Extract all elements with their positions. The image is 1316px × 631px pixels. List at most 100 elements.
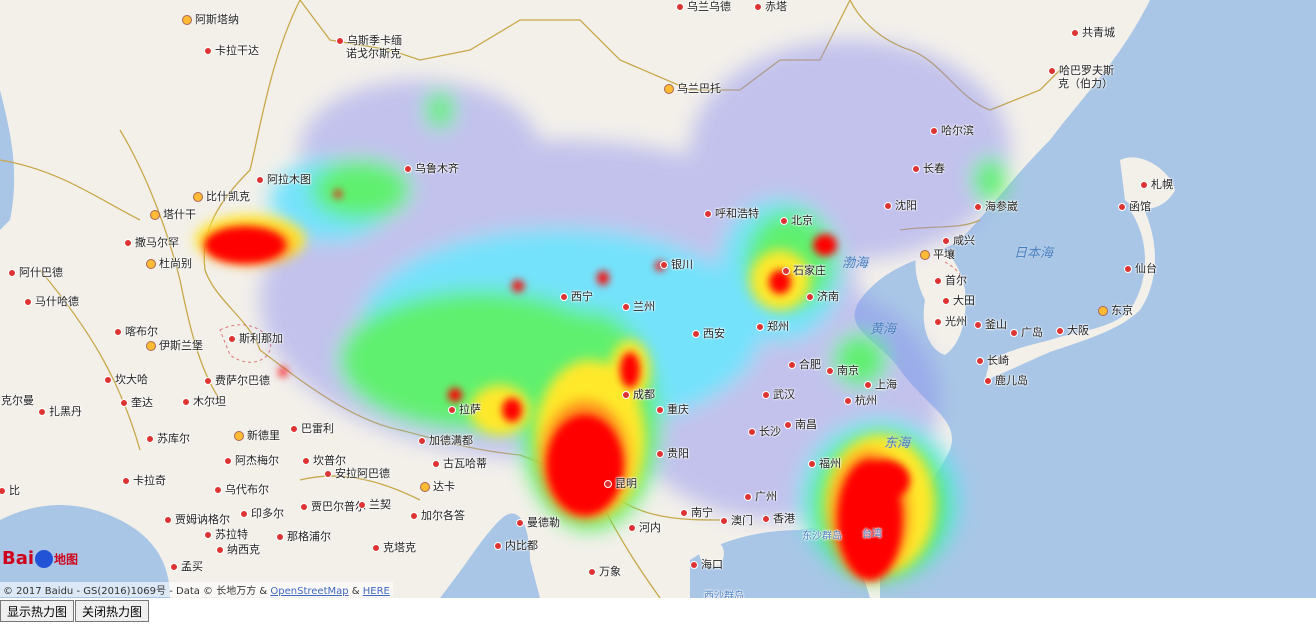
city-label[interactable]: 北京 bbox=[780, 214, 813, 227]
city-label[interactable]: 札幌 bbox=[1140, 178, 1173, 191]
city-label[interactable]: 哈巴罗夫斯 克（伯力） bbox=[1048, 64, 1114, 90]
city-label[interactable]: 杜尚别 bbox=[146, 257, 192, 270]
city-label[interactable]: 沈阳 bbox=[884, 199, 917, 212]
city-label[interactable]: 南京 bbox=[826, 364, 859, 377]
city-label[interactable]: 阿杰梅尔 bbox=[224, 454, 279, 467]
city-label[interactable]: 海口 bbox=[690, 558, 723, 571]
city-label[interactable]: 那格浦尔 bbox=[276, 530, 331, 543]
city-label[interactable]: 共青城 bbox=[1071, 26, 1115, 39]
city-label[interactable]: 费萨尔巴德 bbox=[204, 374, 270, 387]
city-label[interactable]: 达卡 bbox=[420, 480, 455, 493]
city-label[interactable]: 西宁 bbox=[560, 290, 593, 303]
city-label[interactable]: 万象 bbox=[588, 565, 621, 578]
city-label[interactable]: 卡拉干达 bbox=[204, 44, 259, 57]
city-label[interactable]: 澳门 bbox=[720, 514, 753, 527]
city-label[interactable]: 比 bbox=[0, 484, 20, 497]
city-label[interactable]: 海参崴 bbox=[974, 200, 1018, 213]
city-label[interactable]: 长崎 bbox=[976, 354, 1009, 367]
city-label[interactable]: 兰州 bbox=[622, 300, 655, 313]
city-label[interactable]: 阿斯塔纳 bbox=[182, 13, 239, 26]
city-label[interactable]: 乌鲁木齐 bbox=[404, 162, 459, 175]
city-label[interactable]: 光州 bbox=[934, 315, 967, 328]
city-label[interactable]: 大阪 bbox=[1056, 324, 1089, 337]
city-label[interactable]: 合肥 bbox=[788, 358, 821, 371]
city-label[interactable]: 孟买 bbox=[170, 560, 203, 573]
city-label[interactable]: 乌兰巴托 bbox=[664, 82, 721, 95]
city-label[interactable]: 伊斯兰堡 bbox=[146, 339, 203, 352]
city-label[interactable]: 比什凯克 bbox=[193, 190, 250, 203]
city-label[interactable]: 新德里 bbox=[234, 429, 280, 442]
osm-link[interactable]: OpenStreetMap bbox=[270, 586, 349, 597]
city-label[interactable]: 内比都 bbox=[494, 539, 538, 552]
city-label[interactable]: 贵阳 bbox=[656, 447, 689, 460]
city-label[interactable]: 广州 bbox=[744, 490, 777, 503]
city-label[interactable]: 大田 bbox=[942, 294, 975, 307]
city-label[interactable]: 乌代布尔 bbox=[214, 483, 269, 496]
city-label[interactable]: 乌兰乌德 bbox=[676, 0, 731, 13]
city-label[interactable]: 卡拉奇 bbox=[122, 474, 166, 487]
city-label[interactable]: 平壤 bbox=[920, 248, 955, 261]
city-label[interactable]: 扎黑丹 bbox=[38, 405, 82, 418]
city-label[interactable]: 阿拉木图 bbox=[256, 173, 311, 186]
city-label[interactable]: 济南 bbox=[806, 290, 839, 303]
city-label[interactable]: 坎大哈 bbox=[104, 373, 148, 386]
city-label[interactable]: 鹿儿岛 bbox=[984, 374, 1028, 387]
city-label[interactable]: 马什哈德 bbox=[24, 295, 79, 308]
city-label[interactable]: 塔什干 bbox=[150, 208, 196, 221]
city-label[interactable]: 昆明 bbox=[604, 477, 637, 490]
city-label[interactable]: 贾巴尔普尔 bbox=[300, 500, 366, 513]
city-label[interactable]: 香港 bbox=[762, 512, 795, 525]
city-label[interactable]: 印多尔 bbox=[240, 507, 284, 520]
city-label[interactable]: 苏拉特 bbox=[204, 528, 248, 541]
city-label[interactable]: 苏库尔 bbox=[146, 432, 190, 445]
baidu-logo[interactable]: Bai 地图 bbox=[2, 548, 78, 569]
city-label[interactable]: 重庆 bbox=[656, 403, 689, 416]
city-label[interactable]: 克尔曼 bbox=[0, 394, 34, 407]
city-label[interactable]: 坎普尔 bbox=[302, 454, 346, 467]
city-label[interactable]: 南宁 bbox=[680, 506, 713, 519]
city-label[interactable]: 安拉阿巴德 bbox=[324, 467, 390, 480]
city-label[interactable]: 兰契 bbox=[358, 498, 391, 511]
city-label[interactable]: 撒马尔罕 bbox=[124, 236, 179, 249]
city-label[interactable]: 喀布尔 bbox=[114, 325, 158, 338]
city-label[interactable]: 釜山 bbox=[974, 318, 1007, 331]
city-label[interactable]: 长沙 bbox=[748, 425, 781, 438]
city-label[interactable]: 南昌 bbox=[784, 418, 817, 431]
city-label[interactable]: 上海 bbox=[864, 378, 897, 391]
city-label[interactable]: 广岛 bbox=[1010, 326, 1043, 339]
city-label[interactable]: 古瓦哈蒂 bbox=[432, 457, 487, 470]
city-label[interactable]: 乌斯季卡缅 诺戈尔斯克 bbox=[336, 34, 402, 60]
city-label[interactable]: 西安 bbox=[692, 327, 725, 340]
city-label[interactable]: 纳西克 bbox=[216, 543, 260, 556]
city-label[interactable]: 杭州 bbox=[844, 394, 877, 407]
city-label[interactable]: 拉萨 bbox=[448, 403, 481, 416]
city-label[interactable]: 首尔 bbox=[934, 274, 967, 287]
city-label[interactable]: 奎达 bbox=[120, 396, 153, 409]
map-canvas[interactable]: 阿斯塔纳卡拉干达 乌斯季卡缅 诺戈尔斯克乌兰巴托 乌兰乌德 赤塔共青城哈巴罗夫斯 克（伯力… bbox=[0, 0, 1316, 598]
show-heatmap-button[interactable]: 显示热力图 bbox=[0, 600, 75, 622]
city-label[interactable]: 仙台 bbox=[1124, 262, 1157, 275]
city-label[interactable]: 阿什巴德 bbox=[8, 266, 63, 279]
city-label[interactable]: 郑州 bbox=[756, 320, 789, 333]
here-link[interactable]: HERE bbox=[362, 586, 390, 597]
city-label[interactable]: 呼和浩特 bbox=[704, 207, 759, 220]
city-label[interactable]: 曼德勒 bbox=[516, 516, 560, 529]
city-label[interactable]: 武汉 bbox=[762, 388, 795, 401]
city-label[interactable]: 函馆 bbox=[1118, 200, 1151, 213]
city-label[interactable]: 石家庄 bbox=[782, 264, 826, 277]
city-label[interactable]: 福州 bbox=[808, 457, 841, 470]
hide-heatmap-button[interactable]: 关闭热力图 bbox=[75, 600, 150, 622]
city-label[interactable]: 斯利那加 bbox=[228, 332, 283, 345]
city-label[interactable]: 哈尔滨 bbox=[930, 124, 974, 137]
city-label[interactable]: 赤塔 bbox=[754, 0, 787, 13]
city-label[interactable]: 克塔克 bbox=[372, 541, 416, 554]
city-label[interactable]: 东京 bbox=[1098, 304, 1133, 317]
city-label[interactable]: 木尔坦 bbox=[182, 395, 226, 408]
city-label[interactable]: 银川 bbox=[660, 258, 693, 271]
city-label[interactable]: 成都 bbox=[622, 388, 655, 401]
city-label[interactable]: 贾姆讷格尔 bbox=[164, 513, 230, 526]
city-label[interactable]: 加德满都 bbox=[418, 434, 473, 447]
city-label[interactable]: 河内 bbox=[628, 521, 661, 534]
city-label[interactable]: 巴雷利 bbox=[290, 422, 334, 435]
city-label[interactable]: 咸兴 bbox=[942, 234, 975, 247]
